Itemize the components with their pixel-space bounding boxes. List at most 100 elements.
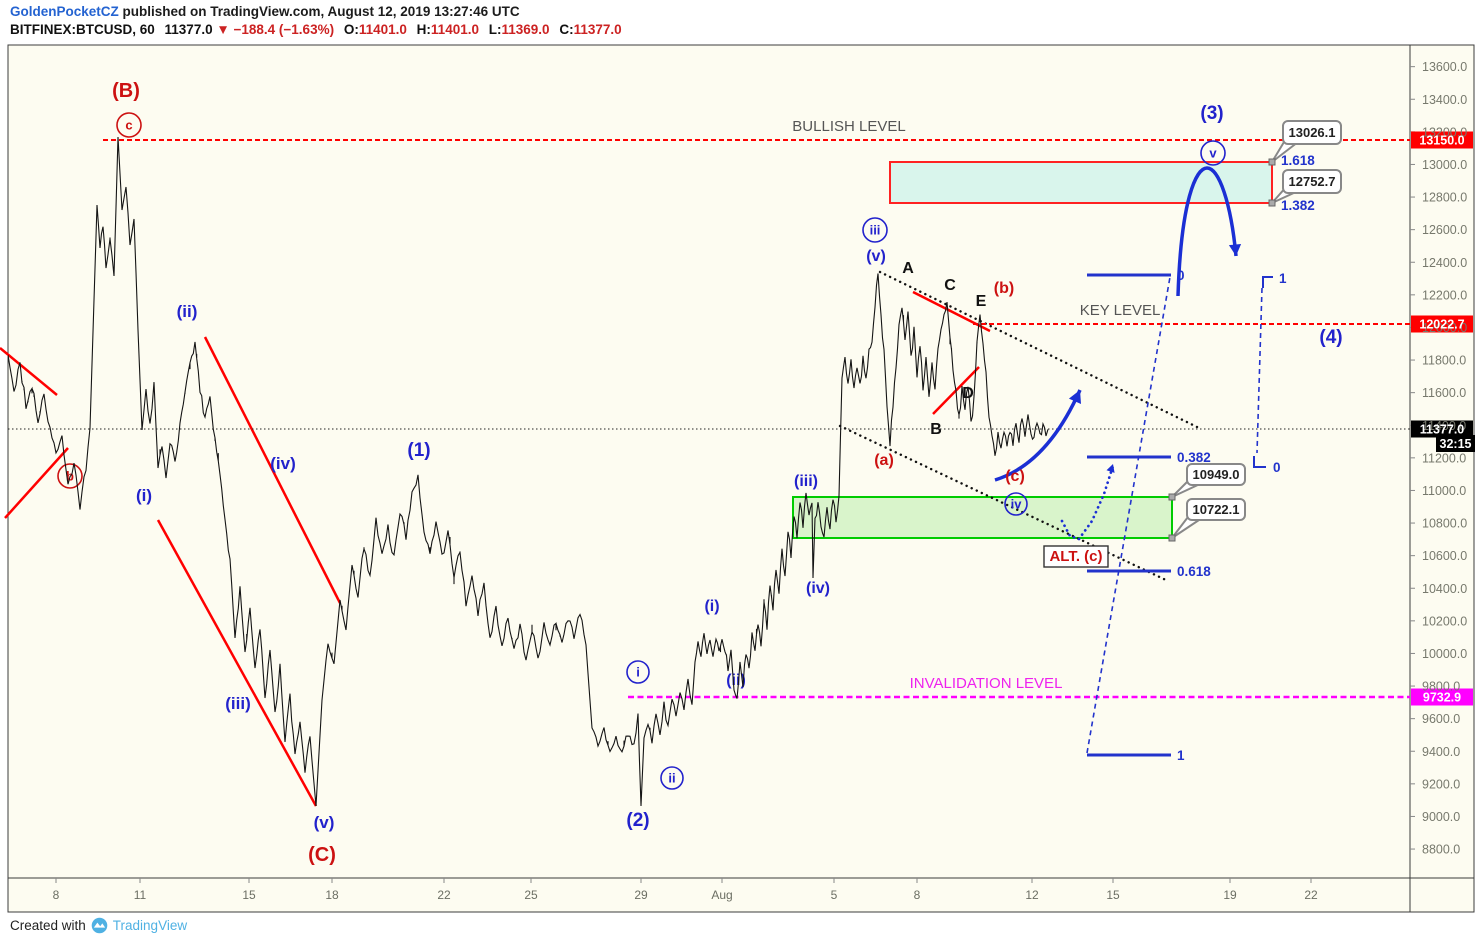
support-box-green[interactable] xyxy=(792,496,1173,539)
price-tick-label: 11800.0 xyxy=(1422,354,1466,368)
anchor-handle[interactable] xyxy=(1168,534,1176,542)
price-tick-label: 9200.0 xyxy=(1422,777,1460,791)
price-badge-label-12022.7: 12022.7 xyxy=(1419,318,1464,332)
down-arrow-icon: ▼ xyxy=(216,22,230,37)
trendline-red-2[interactable] xyxy=(4,447,69,519)
price-tick-label: 13000.0 xyxy=(1422,158,1467,172)
fib-ext-label-1.618: 1.618 xyxy=(1281,153,1315,168)
price-tick-label: 13200.0 xyxy=(1422,125,1467,139)
price-badge-32:15 xyxy=(1436,435,1475,452)
price-callout-10722.1: 10722.1 xyxy=(1193,502,1240,517)
bullish-level-label: BULLISH LEVEL xyxy=(792,118,905,135)
alt-scenario-label: ALT. (c) xyxy=(1049,548,1102,565)
price-change: −188.4 (−1.63%) xyxy=(233,22,335,37)
wave-label-(iv): (iv) xyxy=(806,580,830,597)
price-callout-box[interactable] xyxy=(1282,120,1342,145)
wave-label-(b): (b) xyxy=(994,280,1014,297)
trendline-red-3[interactable] xyxy=(203,336,342,604)
wave-label-(1): (1) xyxy=(407,440,430,461)
author-link[interactable]: GoldenPocketCZ xyxy=(10,4,119,19)
wave-label-(v): (v) xyxy=(314,813,335,832)
price-badge-12022.7 xyxy=(1411,315,1473,333)
wave-circle-label-iv: iv xyxy=(1011,497,1023,512)
high-value: 11401.0 xyxy=(430,22,479,37)
anchor-handle[interactable] xyxy=(1268,199,1276,207)
price-tick-label: 9600.0 xyxy=(1422,712,1460,726)
price-tick-label: 11600.0 xyxy=(1422,386,1466,400)
plot-area[interactable] xyxy=(8,136,1049,807)
open-label: O: xyxy=(343,22,359,37)
arrowhead xyxy=(1068,390,1081,404)
price-tick-label: 12200.0 xyxy=(1422,288,1467,302)
wave-circle-label-c: c xyxy=(125,118,132,133)
fib-bracket-0[interactable] xyxy=(1253,456,1266,468)
fib-bracket-label-1: 1 xyxy=(1279,271,1287,286)
arrowhead xyxy=(1106,464,1115,473)
fib-bracket-connector xyxy=(1256,287,1263,454)
wave-label-(i): (i) xyxy=(136,486,152,505)
time-tick-label-15: 15 xyxy=(242,888,256,902)
triangle-letter-A: A xyxy=(902,260,914,277)
triangle-letter-C: C xyxy=(944,277,956,294)
low-label: L: xyxy=(488,22,502,37)
wave-circle-c xyxy=(116,112,142,138)
wave-label-(ii): (ii) xyxy=(726,672,746,689)
time-tick-label-18: 18 xyxy=(325,888,339,902)
alt-path-dotted-arrow[interactable] xyxy=(1060,464,1115,541)
open-value: 11401.0 xyxy=(358,22,407,37)
time-axis[interactable] xyxy=(55,878,1312,883)
trendline-red-4[interactable] xyxy=(156,519,318,807)
projection-arc-top[interactable] xyxy=(1176,166,1238,297)
price-badge-9732.9 xyxy=(1411,688,1473,706)
wave-label-(2): (2) xyxy=(626,810,649,831)
symbol-title: BITFINEX:BTCUSD, 60 xyxy=(10,22,155,37)
fib-bracket-1[interactable] xyxy=(1262,276,1273,288)
wave-circle-iv xyxy=(1004,492,1028,516)
alt-scenario-box[interactable] xyxy=(1043,545,1109,568)
time-tick-label-25: 25 xyxy=(524,888,538,902)
arrowhead xyxy=(1228,244,1242,256)
time-tick-label-29: 29 xyxy=(634,888,648,902)
price-badge-label-13150.0: 13150.0 xyxy=(1419,134,1464,148)
close-value: 11377.0 xyxy=(573,22,622,37)
price-callout-box[interactable] xyxy=(1282,169,1342,194)
anchor-handle[interactable] xyxy=(1168,493,1176,501)
price-tick-label: 12800.0 xyxy=(1422,191,1467,205)
price-badge-11377.0 xyxy=(1411,420,1473,438)
tradingview-brand-link[interactable]: TradingView xyxy=(112,918,188,933)
fib-bracket-label-0: 0 xyxy=(1273,460,1281,475)
anchor-handle[interactable] xyxy=(1268,158,1276,166)
price-badge-label-11377.0: 11377.0 xyxy=(1420,423,1465,437)
price-tick-label: 9400.0 xyxy=(1422,745,1460,759)
time-tick-label-8: 8 xyxy=(53,888,60,902)
price-callout-box[interactable] xyxy=(1186,498,1246,521)
price-tick-label: 8800.0 xyxy=(1422,843,1460,857)
price-tick-label: 12600.0 xyxy=(1422,223,1467,237)
price-badge-label-32:15: 32:15 xyxy=(1440,437,1472,451)
price-axis[interactable] xyxy=(1410,66,1475,850)
projection-arrow-up[interactable] xyxy=(994,389,1082,482)
price-callout-12752.7: 12752.7 xyxy=(1289,174,1336,189)
wave-label-(iii): (iii) xyxy=(225,694,251,713)
price-callout-box[interactable] xyxy=(1186,463,1246,486)
time-tick-label-12: 12 xyxy=(1025,888,1039,902)
last-price: 11377.0 xyxy=(164,22,213,37)
wave-label-(iii): (iii) xyxy=(794,473,818,490)
trendline-red-1[interactable] xyxy=(0,347,58,396)
fib-label-0.618: 0.618 xyxy=(1177,564,1211,579)
wave-circle-label-i: i xyxy=(636,665,640,680)
time-tick-label-22: 22 xyxy=(437,888,451,902)
price-tick-label: 11200.0 xyxy=(1422,451,1466,465)
time-tick-label-5: 5 xyxy=(831,888,838,902)
publish-line: GoldenPocketCZ published on TradingView.… xyxy=(10,3,622,21)
target-box-cyan[interactable] xyxy=(889,161,1273,204)
footer-attribution: Created with TradingView xyxy=(10,917,187,934)
symbol-line: BITFINEX:BTCUSD, 60 11377.0 ▼ −188.4 (−1… xyxy=(10,21,622,39)
wave-label-(iv): (iv) xyxy=(270,454,296,473)
price-badge-label-9732.9: 9732.9 xyxy=(1423,691,1461,705)
trendline-dotted-2[interactable] xyxy=(838,424,1170,583)
wave-circle-label-ii: ii xyxy=(668,771,675,786)
wave-circle-v xyxy=(1200,140,1226,166)
